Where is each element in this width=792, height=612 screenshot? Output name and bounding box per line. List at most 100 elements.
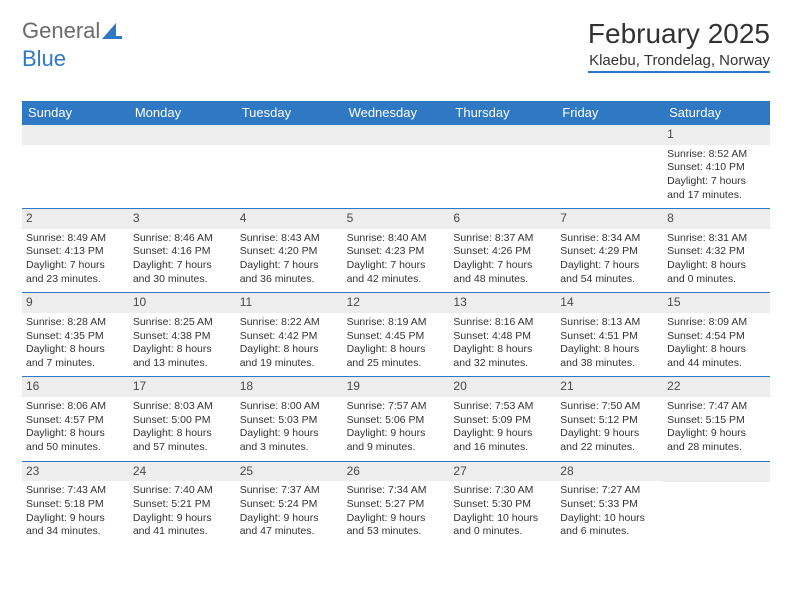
title-block: February 2025 Klaebu, Trondelag, Norway	[588, 18, 770, 73]
day-number: 25	[236, 462, 343, 482]
daylight-text: Daylight: 9 hours	[26, 512, 125, 526]
sunrise-text: Sunrise: 7:50 AM	[560, 400, 659, 414]
sunset-text: Sunset: 4:13 PM	[26, 245, 125, 259]
sunrise-text: Sunrise: 8:49 AM	[26, 232, 125, 246]
sunrise-text: Sunrise: 8:28 AM	[26, 316, 125, 330]
day-number: 17	[129, 377, 236, 397]
sunrise-text: Sunrise: 8:00 AM	[240, 400, 339, 414]
sunset-text: Sunset: 4:42 PM	[240, 330, 339, 344]
daylight-text: and 30 minutes.	[133, 273, 232, 287]
daylight-text: Daylight: 7 hours	[240, 259, 339, 273]
sunset-text: Sunset: 4:35 PM	[26, 330, 125, 344]
day-number: 26	[343, 462, 450, 482]
daylight-text: Daylight: 8 hours	[560, 343, 659, 357]
day-cell: 15Sunrise: 8:09 AMSunset: 4:54 PMDayligh…	[663, 293, 770, 376]
day-cell	[449, 125, 556, 208]
day-cell: 6Sunrise: 8:37 AMSunset: 4:26 PMDaylight…	[449, 209, 556, 292]
daylight-text: and 9 minutes.	[347, 441, 446, 455]
daylight-text: and 48 minutes.	[453, 273, 552, 287]
day-number	[556, 125, 663, 145]
sunset-text: Sunset: 4:48 PM	[453, 330, 552, 344]
weekday-sun: Sunday	[22, 101, 129, 124]
day-number: 11	[236, 293, 343, 313]
day-cell: 3Sunrise: 8:46 AMSunset: 4:16 PMDaylight…	[129, 209, 236, 292]
daylight-text: and 54 minutes.	[560, 273, 659, 287]
daylight-text: and 44 minutes.	[667, 357, 766, 371]
daylight-text: and 13 minutes.	[133, 357, 232, 371]
daylight-text: and 57 minutes.	[133, 441, 232, 455]
daylight-text: Daylight: 9 hours	[453, 427, 552, 441]
logo: General	[22, 18, 124, 44]
daylight-text: and 23 minutes.	[26, 273, 125, 287]
day-number	[22, 125, 129, 145]
page-title: February 2025	[588, 18, 770, 50]
sunset-text: Sunset: 4:23 PM	[347, 245, 446, 259]
sunset-text: Sunset: 5:06 PM	[347, 414, 446, 428]
day-cell: 9 Sunrise: 8:28 AMSunset: 4:35 PMDaylight…	[22, 293, 129, 376]
header: General February 2025 Klaebu, Trondelag,…	[22, 18, 770, 73]
daylight-text: Daylight: 8 hours	[667, 259, 766, 273]
sunrise-text: Sunrise: 8:16 AM	[453, 316, 552, 330]
week-row: 16Sunrise: 8:06 AMSunset: 4:57 PMDayligh…	[22, 376, 770, 460]
day-number: 19	[343, 377, 450, 397]
week-row: 23Sunrise: 7:43 AMSunset: 5:18 PMDayligh…	[22, 461, 770, 545]
day-number: 16	[22, 377, 129, 397]
daylight-text: and 53 minutes.	[347, 525, 446, 539]
daylight-text: Daylight: 8 hours	[667, 343, 766, 357]
sunset-text: Sunset: 4:26 PM	[453, 245, 552, 259]
page: General February 2025 Klaebu, Trondelag,…	[0, 0, 792, 563]
sunset-text: Sunset: 4:57 PM	[26, 414, 125, 428]
daylight-text: Daylight: 8 hours	[26, 343, 125, 357]
sunset-text: Sunset: 5:21 PM	[133, 498, 232, 512]
daylight-text: Daylight: 7 hours	[453, 259, 552, 273]
day-cell: 27Sunrise: 7:30 AMSunset: 5:30 PMDayligh…	[449, 462, 556, 545]
logo-text-2: Blue	[22, 46, 66, 71]
weekday-header: Sunday Monday Tuesday Wednesday Thursday…	[22, 101, 770, 124]
day-number: 15	[663, 293, 770, 313]
day-cell: 5Sunrise: 8:40 AMSunset: 4:23 PMDaylight…	[343, 209, 450, 292]
day-cell	[343, 125, 450, 208]
sunrise-text: Sunrise: 7:34 AM	[347, 484, 446, 498]
daylight-text: Daylight: 9 hours	[667, 427, 766, 441]
day-cell: 7Sunrise: 8:34 AMSunset: 4:29 PMDaylight…	[556, 209, 663, 292]
day-number: 21	[556, 377, 663, 397]
daylight-text: and 32 minutes.	[453, 357, 552, 371]
daylight-text: Daylight: 9 hours	[560, 427, 659, 441]
sunset-text: Sunset: 4:20 PM	[240, 245, 339, 259]
sunrise-text: Sunrise: 7:57 AM	[347, 400, 446, 414]
sunset-text: Sunset: 4:10 PM	[667, 161, 766, 175]
day-cell: 1Sunrise: 8:52 AMSunset: 4:10 PMDaylight…	[663, 125, 770, 208]
logo-line2: Blue	[22, 46, 66, 72]
day-number: 14	[556, 293, 663, 313]
sunrise-text: Sunrise: 7:37 AM	[240, 484, 339, 498]
daylight-text: Daylight: 8 hours	[240, 343, 339, 357]
daylight-text: Daylight: 7 hours	[560, 259, 659, 273]
daylight-text: and 42 minutes.	[347, 273, 446, 287]
day-number: 27	[449, 462, 556, 482]
day-number: 9	[22, 293, 129, 313]
sunrise-text: Sunrise: 8:52 AM	[667, 148, 766, 162]
daylight-text: Daylight: 8 hours	[133, 343, 232, 357]
day-cell: 25Sunrise: 7:37 AMSunset: 5:24 PMDayligh…	[236, 462, 343, 545]
daylight-text: Daylight: 9 hours	[240, 427, 339, 441]
daylight-text: Daylight: 9 hours	[347, 512, 446, 526]
weekday-fri: Friday	[556, 101, 663, 124]
sunset-text: Sunset: 5:12 PM	[560, 414, 659, 428]
weekday-sat: Saturday	[663, 101, 770, 124]
daylight-text: and 17 minutes.	[667, 189, 766, 203]
sunrise-text: Sunrise: 8:31 AM	[667, 232, 766, 246]
weekday-tue: Tuesday	[236, 101, 343, 124]
daylight-text: Daylight: 7 hours	[26, 259, 125, 273]
day-number: 20	[449, 377, 556, 397]
daylight-text: and 36 minutes.	[240, 273, 339, 287]
weekday-mon: Monday	[129, 101, 236, 124]
day-cell	[663, 462, 770, 545]
sunrise-text: Sunrise: 8:19 AM	[347, 316, 446, 330]
week-row: 2Sunrise: 8:49 AMSunset: 4:13 PMDaylight…	[22, 208, 770, 292]
sunset-text: Sunset: 5:27 PM	[347, 498, 446, 512]
daylight-text: Daylight: 8 hours	[26, 427, 125, 441]
daylight-text: Daylight: 10 hours	[560, 512, 659, 526]
sunrise-text: Sunrise: 8:37 AM	[453, 232, 552, 246]
daylight-text: Daylight: 7 hours	[667, 175, 766, 189]
day-cell: 24Sunrise: 7:40 AMSunset: 5:21 PMDayligh…	[129, 462, 236, 545]
